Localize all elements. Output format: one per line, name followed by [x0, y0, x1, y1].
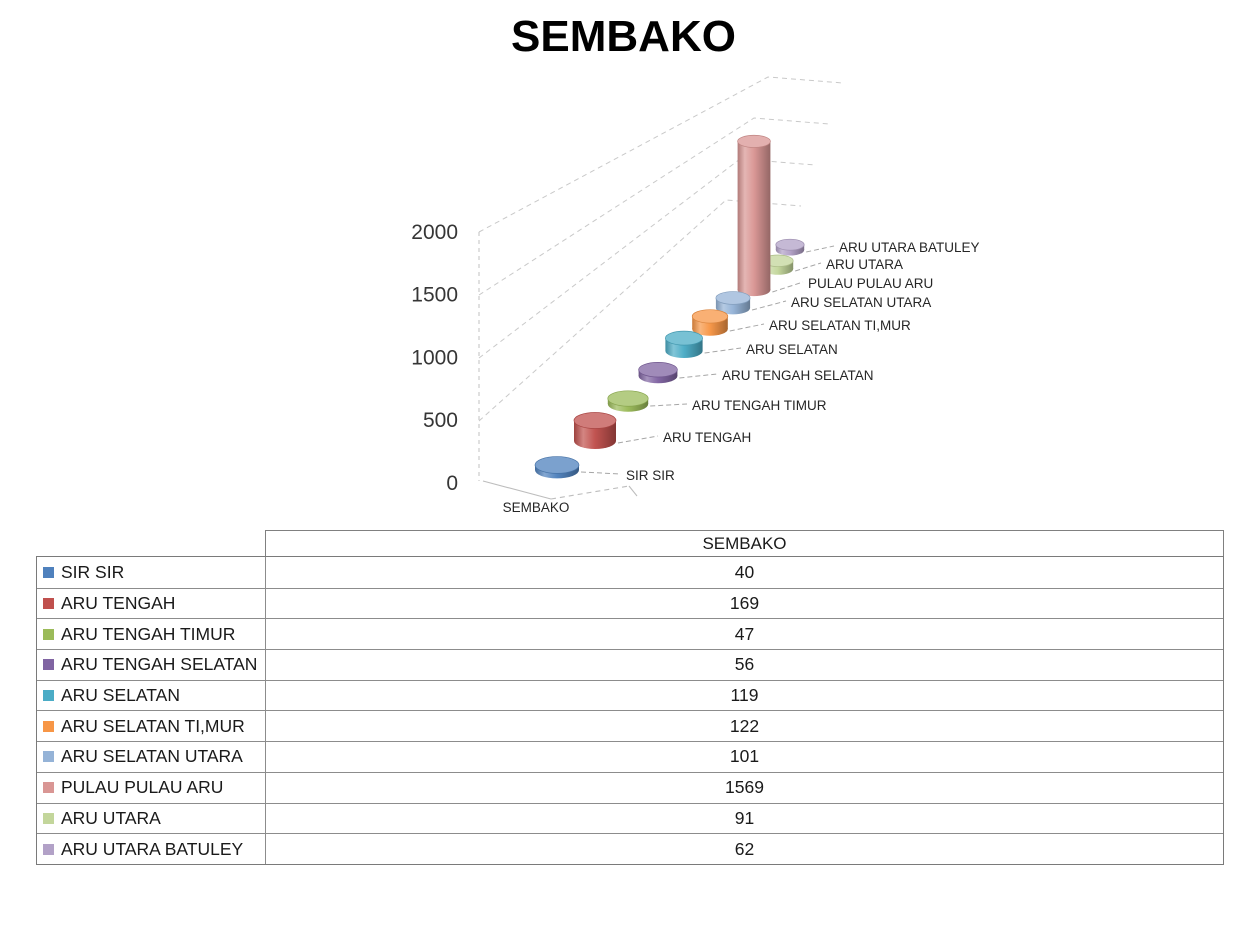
- table-header-cell: SEMBAKO: [265, 530, 1224, 556]
- legend-cell: ARU TENGAH: [37, 588, 266, 619]
- cylinder-5: [691, 309, 729, 336]
- legend-label: ARU SELATAN TI,MUR: [61, 715, 245, 736]
- category-label: SIR SIR: [626, 468, 675, 483]
- value-cell: 122: [729, 715, 760, 736]
- category-label: ARU UTARA: [826, 257, 903, 272]
- table-row: ARU SELATAN 119: [37, 679, 1223, 711]
- legend-cell: ARU UTARA BATULEY: [37, 834, 266, 864]
- svg-text:2000: 2000: [411, 221, 458, 244]
- cylinder-6: [715, 291, 751, 315]
- legend-label: PULAU PULAU ARU: [61, 777, 224, 798]
- category-label: ARU SELATAN TI,MUR: [769, 318, 911, 333]
- category-label: ARU UTARA BATULEY: [839, 240, 980, 255]
- cylinder-0: [534, 456, 580, 479]
- legend-cell: ARU TENGAH TIMUR: [37, 619, 266, 650]
- table-row: ARU TENGAH SELATAN 56: [37, 649, 1223, 680]
- legend-label: ARU UTARA BATULEY: [61, 838, 244, 859]
- floor-edges: [482, 480, 638, 500]
- legend-swatch: [43, 690, 54, 702]
- legend-label: ARU SELATAN UTARA: [61, 746, 243, 767]
- category-label: PULAU PULAU ARU: [808, 276, 933, 291]
- legend-cell: SIR SIR: [37, 557, 266, 588]
- legend-cell: ARU SELATAN TI,MUR: [37, 711, 266, 742]
- table-body: SIR SIR 40 ARU TENGAH 169 ARU TENGAH TIMUR 47…: [36, 556, 1224, 865]
- legend-label: ARU TENGAH: [61, 593, 176, 614]
- table-row: ARU UTARA 91: [37, 802, 1223, 834]
- legend-swatch: [43, 782, 54, 794]
- value-cell: 119: [730, 685, 759, 706]
- legend-cell: PULAU PULAU ARU: [37, 772, 266, 803]
- legend-swatch: [43, 720, 54, 732]
- legend-swatch: [43, 598, 54, 610]
- value-cell: 40: [734, 561, 755, 582]
- y-axis-tick-labels: 0 500 1000 1500 2000: [411, 221, 458, 495]
- legend-cell: ARU SELATAN UTARA: [37, 742, 266, 772]
- svg-text:0: 0: [446, 472, 458, 495]
- value-cell: 101: [729, 746, 760, 767]
- chart-title: SEMBAKO: [511, 12, 736, 61]
- value-cell: 1569: [725, 777, 764, 798]
- category-label: ARU TENGAH TIMUR: [692, 398, 827, 413]
- category-label: ARU TENGAH SELATAN: [722, 368, 874, 383]
- value-cell: 47: [734, 623, 755, 644]
- legend-swatch: [43, 843, 54, 855]
- legend-swatch: [43, 659, 54, 671]
- cylinder-4: [665, 330, 703, 358]
- value-cell: 62: [734, 838, 755, 859]
- svg-text:1500: 1500: [411, 284, 458, 307]
- legend-label: SIR SIR: [61, 561, 125, 582]
- table-row: ARU TENGAH 169: [37, 587, 1223, 619]
- category-label: ARU SELATAN: [746, 342, 838, 357]
- table-row: ARU UTARA BATULEY 62: [37, 833, 1223, 864]
- legend-cell: ARU UTARA: [37, 803, 266, 834]
- table-row: ARU SELATAN TI,MUR 122: [37, 710, 1223, 742]
- svg-text:1000: 1000: [411, 346, 458, 369]
- legend-swatch: [43, 628, 54, 640]
- legend-swatch: [43, 812, 54, 824]
- chart-3d-cylinder: 0 500 1000 1500 2000 SEMBAKO SIR SIR ARU TENGAH…: [411, 76, 980, 515]
- category-label: ARU TENGAH: [663, 430, 751, 445]
- legend-label: ARU TENGAH SELATAN: [61, 654, 258, 675]
- legend-swatch: [43, 566, 54, 578]
- x-axis-label: SEMBAKO: [503, 500, 570, 515]
- table-row: SIR SIR 40: [37, 557, 1223, 588]
- cylinder-3: [638, 362, 678, 384]
- category-leader-lines: [580, 245, 835, 475]
- legend-cell: ARU TENGAH SELATAN: [37, 650, 266, 680]
- cylinders: [534, 134, 805, 479]
- cylinder-9: [775, 238, 805, 256]
- table-row: ARU TENGAH TIMUR 47: [37, 618, 1223, 650]
- legend-swatch: [43, 751, 54, 763]
- category-label: ARU SELATAN UTARA: [791, 295, 931, 310]
- legend-label: ARU TENGAH TIMUR: [61, 623, 236, 644]
- value-cell: 56: [734, 654, 755, 675]
- category-labels: SIR SIR ARU TENGAH ARU TENGAH TIMUR ARU TEN…: [626, 240, 980, 483]
- table-row: ARU SELATAN UTARA 101: [37, 741, 1223, 772]
- svg-text:500: 500: [423, 409, 458, 432]
- cylinder-2: [607, 390, 649, 412]
- cylinder-1: [573, 412, 617, 449]
- table-row: PULAU PULAU ARU 1569: [37, 771, 1223, 803]
- cylinder-7: [737, 134, 771, 297]
- legend-cell: ARU SELATAN: [37, 680, 266, 711]
- value-cell: 169: [729, 593, 760, 614]
- value-cell: 91: [734, 807, 755, 828]
- legend-label: ARU SELATAN: [61, 685, 180, 706]
- legend-label: ARU UTARA: [61, 807, 161, 828]
